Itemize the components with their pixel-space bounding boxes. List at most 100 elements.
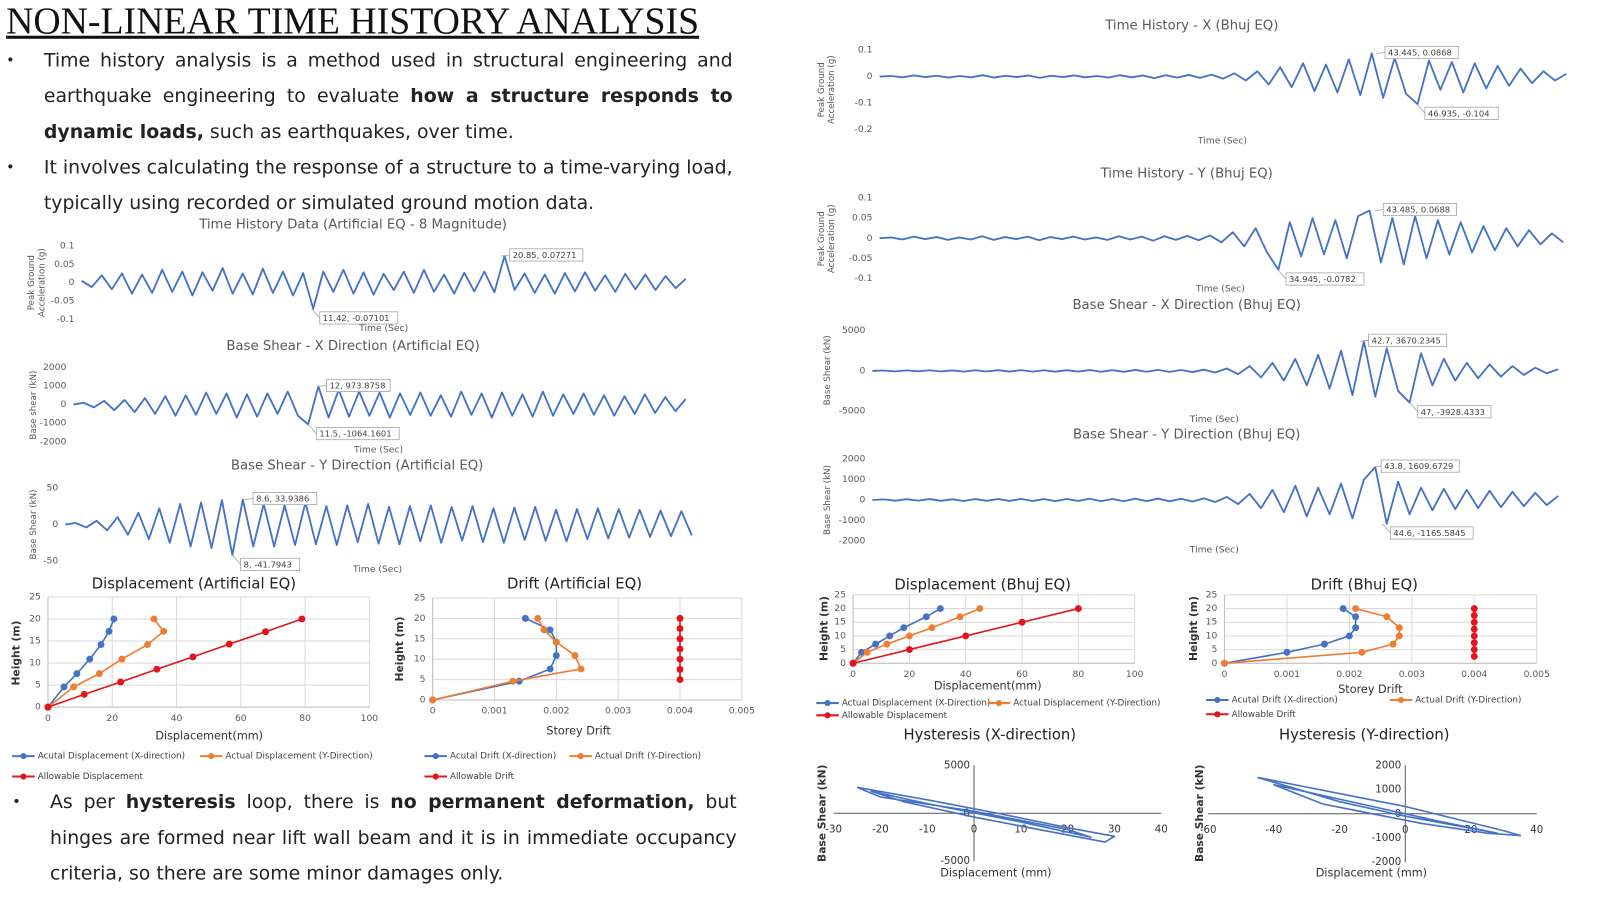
y-tick-label: 2000	[43, 362, 67, 373]
chart-title: Hysteresis (Y-direction)	[1279, 727, 1449, 744]
y-axis-label: Height (m)	[393, 616, 406, 681]
y-tick-label: 1000	[842, 474, 866, 485]
y-tick-label: -0.05	[849, 253, 873, 264]
y-tick-label: -1000	[1372, 833, 1402, 844]
legend-label: Acutal Drift (X-direction)	[1232, 695, 1338, 705]
callout-label: 11.42, -0.07101	[323, 313, 390, 323]
x-tick-label: 100	[361, 713, 379, 724]
y-tick-label: -1000	[839, 515, 866, 526]
data-point	[95, 670, 103, 678]
data-point	[676, 676, 684, 684]
callout-leader	[311, 308, 321, 319]
y-tick-label: 2000	[1375, 760, 1401, 771]
chart-title: Base Shear - Y Direction (Artificial EQ)	[231, 458, 483, 473]
data-point	[60, 683, 68, 691]
callout-leader	[1360, 339, 1369, 342]
data-point	[509, 677, 517, 685]
x-tick-label: 20	[106, 713, 118, 724]
data-line	[879, 209, 1564, 271]
callout-box	[240, 557, 300, 571]
x-tick-label: 80	[1073, 669, 1085, 680]
data-point	[1221, 659, 1228, 667]
callout-leader	[1277, 269, 1287, 280]
callout-label: 44.6, -1165.5845	[1393, 528, 1465, 538]
x-tick-label: 30	[1108, 825, 1121, 836]
chart-title: Time History - X (Bhuj EQ)	[1104, 19, 1278, 34]
data-line	[872, 466, 1559, 525]
callout-label: 34.945, -0.0782	[1289, 274, 1356, 284]
x-axis-label: Time (Sec)	[1189, 544, 1239, 555]
y-tick-label: -0.05	[51, 296, 75, 307]
y-tick-label: 25	[1206, 589, 1218, 600]
x-tick-label: 0.005	[1524, 669, 1550, 680]
x-tick-label: 20	[904, 669, 916, 680]
legend-swatch	[577, 753, 584, 760]
data-point	[676, 655, 684, 663]
chart-title: Displacement (Bhuj EQ)	[894, 577, 1071, 594]
callout-label: 43.445, 0.0868	[1388, 47, 1452, 57]
data-point	[546, 626, 554, 634]
legend-label: Actual Displacement (X-Direction)	[842, 699, 990, 709]
x-tick-label: -30	[825, 825, 842, 836]
y-axis-label: Peak Ground	[817, 211, 827, 266]
bullet-text: Time history analysis is a method used i…	[43, 49, 733, 108]
legend-swatch	[1397, 696, 1405, 704]
data-point	[44, 703, 52, 711]
x-tick-label: -10	[919, 825, 936, 836]
y-tick-label: 20	[414, 613, 426, 624]
chart: Base Shear - X Direction (Bhuj EQ) Time (…	[823, 298, 1559, 425]
y-tick-label: 20	[834, 603, 846, 614]
bullet-text: loop, there is	[235, 791, 391, 814]
callout-leader	[307, 424, 317, 434]
x-tick-label: 0.003	[605, 706, 631, 717]
y-axis-label: Height (m)	[9, 621, 22, 686]
callout-label: 8, -41.7943	[244, 559, 292, 569]
data-point	[1320, 640, 1328, 648]
y-tick-label: 0	[420, 694, 426, 705]
data-point	[86, 655, 94, 663]
x-tick-label: -20	[872, 825, 889, 836]
data-point	[80, 690, 88, 698]
data-point	[858, 648, 865, 656]
x-tick-label: 0	[45, 713, 51, 724]
x-axis-label: Storey Drift	[546, 725, 611, 738]
data-line	[65, 498, 693, 557]
data-point	[118, 655, 126, 663]
y-tick-label: 0.1	[858, 44, 873, 55]
callout-leader	[232, 554, 241, 565]
x-tick-label: 40	[171, 713, 183, 724]
callout-label: 47, -3928.4333	[1421, 407, 1485, 417]
legend-label: Acutal Drift (X-direction)	[450, 752, 556, 762]
callout-box	[509, 248, 584, 262]
x-axis-label: Time (Sec)	[353, 444, 403, 455]
data-point	[1395, 632, 1403, 640]
data-point	[117, 678, 125, 686]
callout-box	[1389, 526, 1474, 540]
data-point	[1470, 632, 1478, 640]
y-tick-label: 1000	[43, 380, 67, 391]
chart: Base Shear - Y Direction (Artificial EQ)…	[29, 458, 693, 575]
y-tick-label: 10	[414, 654, 426, 665]
data-point	[1470, 652, 1478, 660]
y-tick-label: 15	[414, 633, 426, 644]
y-axis-label: Acceleration (g)	[37, 248, 47, 317]
x-axis-label: Displacement(mm)	[155, 730, 263, 743]
chart: Displacement (Artificial EQ) Displacement…	[9, 576, 378, 782]
x-tick-label: -40	[1266, 825, 1283, 836]
data-point	[905, 632, 913, 640]
legend-swatch	[1214, 696, 1221, 704]
y-tick-label: 15	[1206, 617, 1218, 628]
chart: Time History - Y (Bhuj EQ) Time (Sec) Peak…	[817, 166, 1564, 294]
callout-box	[1368, 333, 1448, 347]
data-line	[81, 255, 687, 310]
chart: Drift (Artificial EQ) Storey Drift Height …	[393, 576, 755, 782]
data-point	[110, 615, 118, 623]
callout-label: 42.7, 3670.2345	[1372, 335, 1441, 345]
callout-label: 43.8, 1609.6729	[1384, 461, 1453, 471]
y-tick-label: 5000	[842, 325, 866, 336]
y-tick-label: -0.2	[855, 124, 873, 135]
chart: Hysteresis (X-direction) Displacement (mm…	[815, 727, 1167, 880]
y-tick-label: 20	[1206, 603, 1218, 614]
